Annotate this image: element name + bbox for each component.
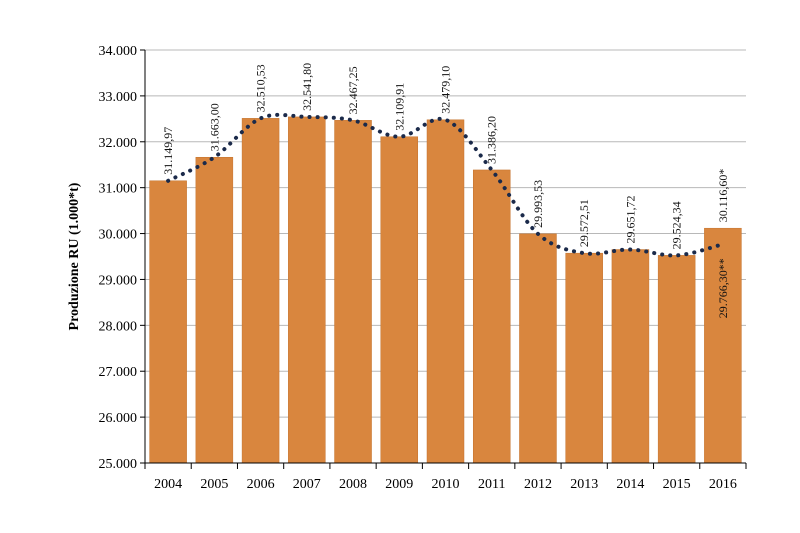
x-tick-label: 2012 (524, 477, 552, 492)
bar-2016 (704, 227, 742, 464)
x-tick-label: 2005 (200, 477, 228, 492)
x-tick-label: 2009 (385, 477, 413, 492)
x-tick-label: 2014 (616, 477, 644, 492)
bar-2004 (149, 180, 187, 464)
bar-2011 (472, 169, 511, 464)
bar-2010 (426, 119, 465, 464)
x-tick-label: 2010 (432, 477, 460, 492)
data-label-2015: 29.524,34 (670, 201, 684, 249)
data-label-2004: 31.149,97 (161, 127, 175, 175)
data-label-2013: 29.572,51 (577, 199, 591, 247)
data-label-2010: 32.479,10 (439, 66, 453, 114)
axes: 25.000 26.000 27.000 28.000 29.000 30.000 31.0… (99, 44, 747, 492)
x-tick-label: 2011 (478, 477, 505, 492)
y-tick-label: 30.000 (99, 228, 138, 243)
x-tick-label: 2015 (663, 477, 691, 492)
y-tick-label: 33.000 (99, 90, 138, 105)
y-tick-label: 26.000 (99, 411, 138, 426)
bar-2007 (288, 116, 326, 464)
bars (149, 116, 742, 464)
trend-line (166, 112, 725, 258)
bar-2015 (657, 255, 696, 464)
data-label-2011: 31.386,20 (485, 116, 499, 164)
y-axis-title: Produzione RU (1.000*t) (67, 182, 82, 330)
data-label-2006: 32.510,53 (254, 64, 268, 112)
x-tick-label: 2004 (154, 477, 182, 492)
bar-2005 (195, 156, 234, 464)
trend-line-path (166, 112, 725, 258)
data-label-2008: 32.467,25 (346, 66, 360, 114)
bar-2009 (380, 136, 419, 464)
y-tick-label: 34.000 (99, 44, 138, 59)
y-tick-label: 27.000 (99, 365, 138, 380)
bar-2008 (334, 120, 372, 464)
data-label-2009: 32.109,91 (392, 83, 406, 131)
x-tick-label: 2008 (339, 477, 367, 492)
bar-2006 (241, 118, 280, 464)
x-tick-label: 2007 (293, 477, 321, 492)
data-label-2005: 31.663,00 (207, 103, 221, 151)
y-tick-label: 31.000 (99, 182, 138, 197)
data-label-2016: 30.116,60* (716, 169, 730, 223)
bar-2012 (519, 233, 557, 464)
y-tick-label: 32.000 (99, 136, 138, 151)
y-tick-label: 28.000 (99, 319, 138, 334)
data-label-2014: 29.651,72 (623, 196, 637, 244)
y-tick-label: 29.000 (99, 273, 138, 288)
data-label-2007: 32.541,80 (300, 63, 314, 111)
x-tick-label: 2006 (247, 477, 275, 492)
bar-2013 (565, 252, 603, 464)
data-label-extra-2016: 29.766,30** (716, 258, 730, 318)
data-label-2012: 29.993,53 (531, 180, 545, 228)
y-tick-label: 25.000 (99, 457, 138, 472)
bar-2014 (611, 249, 650, 464)
x-tick-label: 2013 (570, 477, 598, 492)
data-labels: 31.149,97 31.663,00 32.510,53 32.541,80 32.4… (161, 63, 730, 318)
x-tick-label: 2016 (709, 477, 737, 492)
